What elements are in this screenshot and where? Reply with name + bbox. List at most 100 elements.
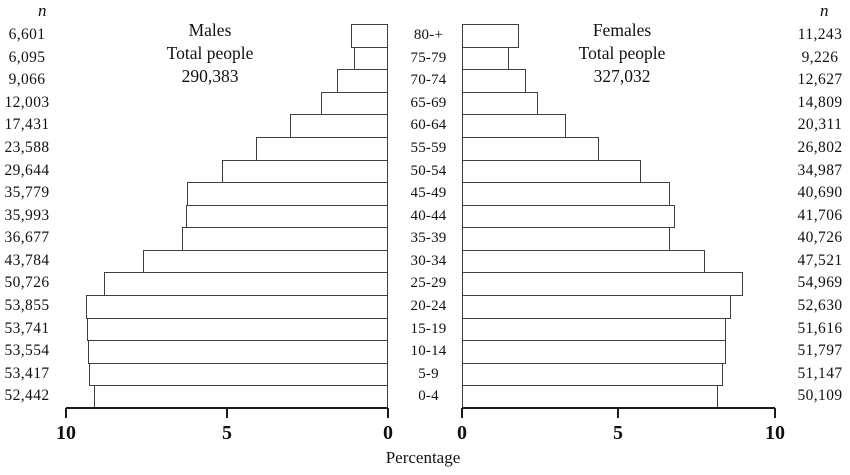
male-count-label: 6,095	[8, 48, 46, 66]
male-bar	[290, 114, 388, 138]
male-bar	[337, 69, 388, 93]
female-bar	[462, 182, 670, 206]
age-group-label: 35-39	[410, 230, 447, 247]
female-count-label: 9,226	[801, 48, 839, 66]
male-count-label: 12,003	[4, 93, 50, 111]
female-total-count: 327,032	[593, 66, 651, 86]
female-count-label: 54,969	[797, 274, 843, 292]
female-axis-tick-0	[461, 408, 463, 418]
male-bar	[88, 362, 388, 387]
female-count-label: 34,987	[797, 161, 843, 179]
male-count-label: 36,677	[4, 229, 50, 247]
male-count-label: 52,442	[4, 387, 50, 405]
male-bar	[221, 159, 388, 184]
age-group-label: 60-64	[410, 117, 447, 134]
male-count-label: 9,066	[8, 71, 46, 89]
male-bar	[186, 204, 388, 229]
male-bar	[353, 46, 388, 71]
female-total-people-label: Total people	[578, 43, 666, 63]
female-count-label: 52,630	[797, 297, 843, 315]
female-axis-tick-10	[774, 408, 776, 418]
female-bar	[462, 24, 520, 48]
female-bars-panel	[462, 24, 775, 410]
female-bar	[462, 114, 566, 138]
age-group-label: 45-49	[410, 185, 447, 202]
female-tick-label-0: 0	[457, 422, 467, 444]
female-bar	[462, 227, 670, 251]
age-group-label: 55-59	[410, 139, 447, 156]
female-count-label: 41,706	[797, 206, 843, 224]
age-group-label: 20-24	[410, 298, 447, 315]
female-bar	[462, 136, 599, 161]
female-bar	[462, 46, 510, 71]
male-count-label: 50,726	[4, 274, 50, 292]
male-bar	[87, 340, 388, 364]
male-panel-title: Males Total people 290,383	[110, 19, 310, 88]
female-count-label: 50,109	[797, 387, 843, 405]
age-group-label: 30-34	[410, 252, 447, 269]
male-bar	[255, 136, 388, 161]
age-group-label: 75-79	[410, 49, 447, 66]
female-count-label: 40,690	[797, 184, 843, 202]
female-bar	[462, 362, 724, 387]
female-count-label: 11,243	[797, 26, 843, 43]
female-bar	[462, 340, 727, 364]
female-bar	[462, 204, 675, 229]
age-group-label: 10-14	[410, 343, 447, 360]
female-count-label: 51,797	[797, 342, 843, 360]
female-bar	[462, 385, 719, 409]
x-axis-title: Percentage	[385, 448, 461, 467]
male-bar	[85, 295, 388, 319]
male-count-label: 29,644	[4, 161, 50, 179]
female-count-column: 11,243 9,226 12,627 14,809 20,311 26,802 34,98…	[792, 24, 848, 409]
male-count-label: 53,741	[4, 319, 50, 337]
male-count-label: 43,784	[4, 251, 50, 269]
male-tick-label-10: 10	[56, 422, 76, 444]
female-count-label: 51,147	[797, 364, 843, 382]
male-axis-tick-0	[387, 408, 389, 418]
male-total-people-label: Total people	[166, 43, 254, 63]
age-group-label: 70-74	[410, 72, 447, 89]
age-group-label: 0-4	[418, 388, 439, 405]
male-count-label: 23,588	[4, 138, 50, 156]
male-total-count: 290,383	[181, 66, 239, 86]
age-group-label: 5-9	[418, 365, 439, 382]
male-bar	[182, 227, 388, 251]
male-bar	[94, 385, 388, 409]
female-n-column-header: n	[820, 1, 829, 20]
male-tick-label-5: 5	[222, 422, 232, 444]
female-count-label: 47,521	[797, 251, 843, 269]
male-tick-label-0: 0	[383, 422, 393, 444]
male-bar	[103, 272, 388, 297]
age-group-label: 80-+	[413, 27, 444, 43]
age-group-label: 15-19	[410, 320, 447, 337]
male-count-label: 35,993	[4, 206, 50, 224]
male-bar	[350, 24, 388, 48]
male-bar	[86, 317, 388, 342]
female-count-label: 12,627	[797, 71, 843, 89]
female-bar	[462, 249, 705, 274]
female-count-label: 40,726	[797, 229, 843, 247]
male-bar	[187, 182, 388, 206]
female-bar	[462, 69, 527, 93]
female-panel-title: Females Total people 327,032	[522, 19, 722, 88]
female-count-label: 20,311	[797, 116, 843, 134]
male-count-label: 17,431	[4, 116, 50, 134]
female-count-label: 26,802	[797, 138, 843, 156]
female-tick-label-5: 5	[613, 422, 623, 444]
female-bar	[462, 317, 726, 342]
female-axis-tick-5	[617, 408, 619, 418]
male-bars-panel	[66, 24, 388, 410]
male-title-text: Males	[188, 20, 232, 40]
male-count-label: 53,855	[4, 297, 50, 315]
age-group-label: 50-54	[410, 162, 447, 179]
female-count-label: 51,616	[797, 319, 843, 337]
male-count-column: 6,601 6,095 9,066 12,003 17,431 23,588 29,644 3…	[1, 24, 53, 409]
age-group-label: 40-44	[410, 207, 447, 224]
female-title-text: Females	[592, 20, 652, 40]
female-tick-label-10: 10	[765, 422, 785, 444]
male-axis-tick-10	[65, 408, 67, 418]
male-count-label: 53,417	[4, 364, 50, 382]
male-count-label: 6,601	[8, 26, 46, 43]
